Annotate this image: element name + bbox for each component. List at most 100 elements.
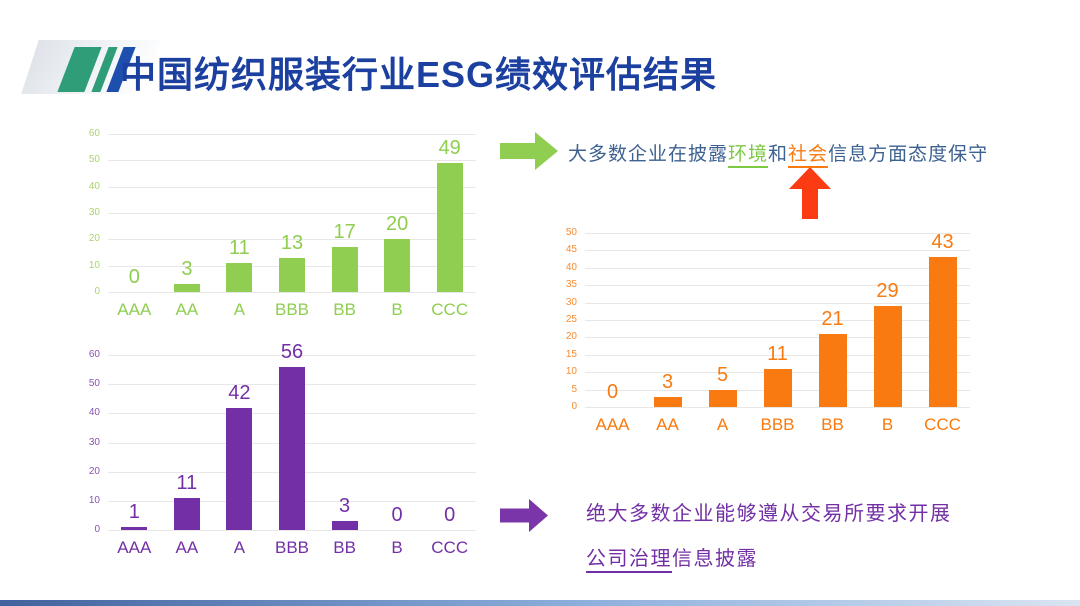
y-tick-label: 5	[571, 383, 577, 395]
bar-value-label: 0	[128, 266, 140, 288]
bar	[873, 306, 902, 407]
annotation-governance: 绝大多数企业能够遵从交易所要求开展 公司治理信息披露	[586, 497, 952, 573]
bar-value-label: 11	[767, 342, 788, 365]
gridline	[585, 302, 970, 304]
y-tick-label: 0	[571, 401, 577, 412]
y-tick-label: 10	[88, 494, 100, 506]
category-label: CCC	[431, 538, 469, 557]
bar	[121, 527, 148, 530]
annotation-text: 信息披露	[672, 546, 758, 570]
annotation-text-line2: 公司治理信息披露	[586, 542, 952, 573]
category-label: AA	[656, 415, 679, 434]
bar	[173, 497, 200, 530]
y-tick-label: 50	[88, 154, 100, 166]
bar-value-label: 3	[339, 495, 351, 518]
y-tick-label: 40	[565, 261, 577, 273]
red-up-arrow-icon	[789, 167, 831, 219]
gridline	[108, 355, 476, 356]
gridline	[585, 354, 970, 356]
category-label: BB	[333, 300, 356, 319]
category-label: BBB	[274, 538, 310, 557]
bar-value-label: 43	[931, 231, 954, 254]
category-label: AAA	[117, 538, 152, 557]
y-tick-label: 20	[88, 233, 100, 245]
y-tick-label: 45	[565, 244, 577, 256]
bar	[384, 239, 411, 292]
bar-value-label: 11	[176, 471, 198, 494]
category-label: A	[233, 538, 246, 557]
gridline	[585, 337, 970, 339]
bar	[436, 163, 463, 292]
bar-value-label: 1	[128, 501, 140, 524]
category-label: AA	[175, 538, 199, 557]
y-tick-label: 15	[565, 348, 577, 360]
bar-value-label: 3	[661, 370, 674, 393]
gridline	[108, 134, 476, 135]
governance-underlined-text: 公司治理	[586, 546, 672, 573]
env-underlined-text: 环境	[728, 143, 769, 168]
bar	[653, 396, 682, 407]
bar	[331, 247, 358, 292]
bar	[226, 407, 253, 530]
y-tick-label: 10	[565, 366, 577, 378]
bar-value-label: 56	[280, 340, 304, 363]
bar-value-label: 20	[385, 213, 409, 236]
y-tick-label: 40	[88, 180, 100, 192]
category-label: B	[881, 415, 894, 434]
bar-value-label: 11	[229, 237, 250, 259]
y-tick-label: 25	[565, 314, 577, 325]
y-tick-label: 20	[88, 465, 100, 477]
gridline	[108, 186, 476, 188]
y-tick-label: 10	[88, 259, 100, 271]
category-label: A	[716, 415, 729, 434]
bar-value-label: 5	[716, 363, 729, 386]
category-label: AAA	[595, 415, 630, 434]
gridline	[585, 267, 970, 269]
bar	[173, 284, 200, 292]
gridline	[108, 213, 476, 214]
page-title: 中国纺织服装行业ESG绩效评估结果	[120, 54, 718, 95]
gridline	[585, 407, 970, 408]
category-label: BBB	[760, 415, 795, 434]
category-label: A	[233, 300, 246, 319]
annotation-text: 绝大多数企业能够遵从交易所要求开展	[586, 501, 952, 525]
category-label: CCC	[924, 415, 961, 434]
y-tick-label: 0	[94, 524, 100, 535]
bar	[708, 389, 737, 407]
gridline	[108, 160, 476, 162]
y-tick-label: 50	[565, 227, 577, 238]
y-tick-label: 60	[88, 349, 100, 360]
category-label: B	[391, 538, 403, 557]
y-tick-label: 60	[88, 128, 100, 139]
bar-value-label: 21	[821, 307, 844, 330]
bar-value-label: 0	[606, 381, 619, 403]
green-right-arrow-icon	[500, 132, 558, 170]
bar	[331, 521, 358, 531]
gridline	[108, 239, 476, 241]
gridline	[108, 292, 476, 293]
bar	[928, 257, 957, 407]
bar	[279, 366, 305, 530]
gridline	[585, 320, 970, 321]
gridline	[585, 285, 970, 287]
bar-value-label: 0	[444, 504, 456, 526]
social-underlined-text: 社会	[788, 143, 829, 168]
category-label: AA	[175, 300, 199, 319]
category-label: B	[391, 300, 403, 319]
y-tick-label: 30	[88, 207, 100, 218]
category-label: AAA	[117, 300, 152, 319]
category-label: BB	[333, 538, 356, 557]
annotation-text: 大多数企业在披露	[568, 143, 729, 165]
bar	[763, 368, 792, 407]
bar	[226, 263, 253, 292]
gridline	[585, 233, 970, 234]
annotation-text: 信息方面态度保守	[828, 143, 989, 165]
category-label: CCC	[431, 300, 469, 319]
annotation-text: 和	[768, 143, 789, 165]
footer-accent-bar	[0, 600, 1080, 606]
y-tick-label: 0	[94, 286, 100, 297]
bar-value-label: 42	[228, 381, 251, 404]
y-tick-label: 30	[565, 296, 577, 308]
y-tick-label: 50	[88, 378, 100, 390]
